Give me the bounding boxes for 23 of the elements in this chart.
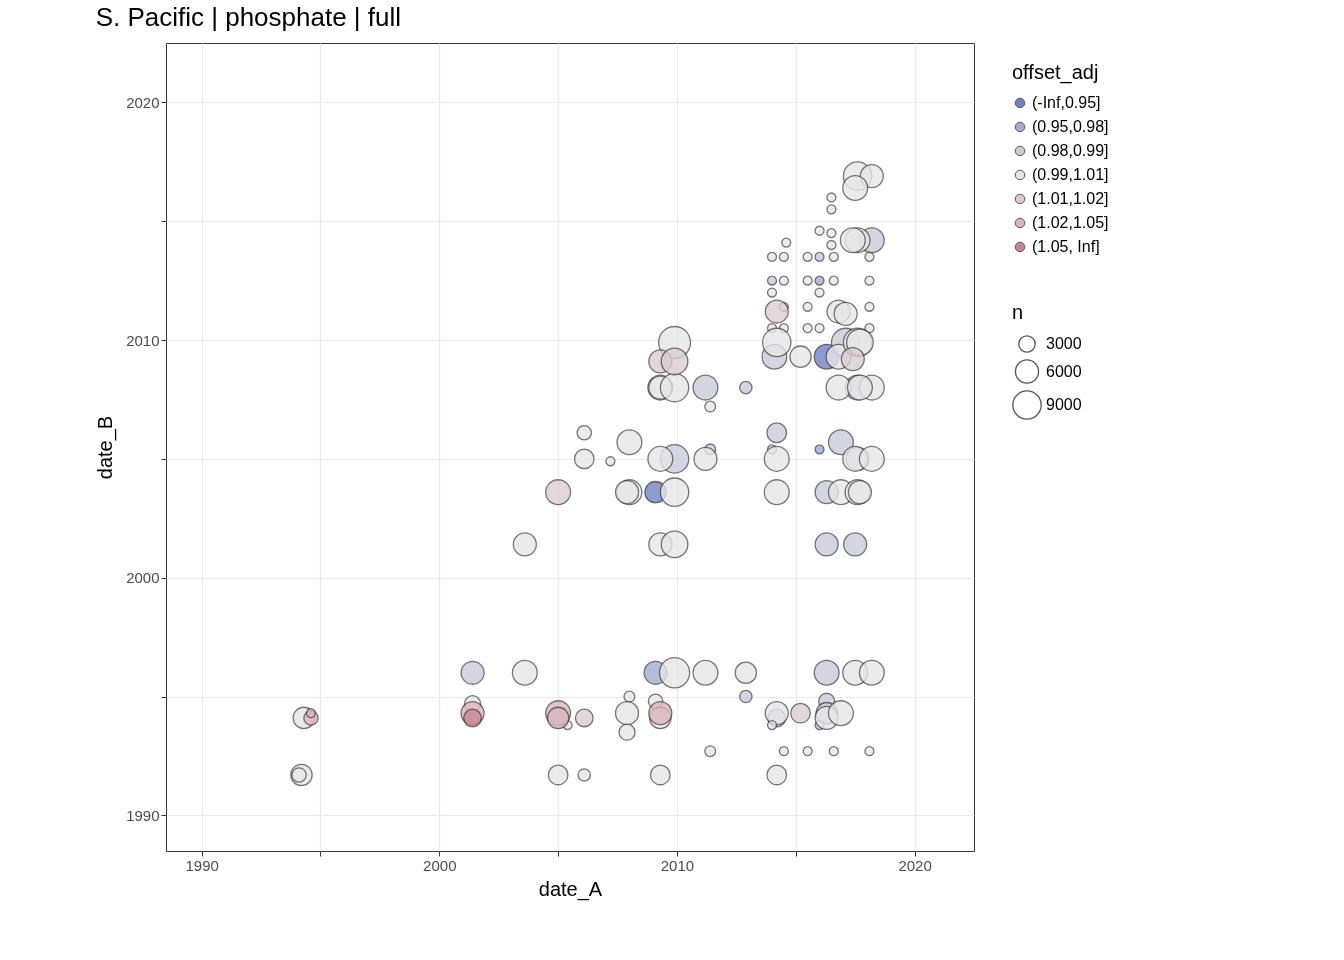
legend-label: 6000 — [1046, 362, 1082, 380]
legend-label: (-Inf,0.95] — [1032, 94, 1101, 111]
y-tick-label: 1990 — [126, 806, 160, 824]
legend-label: (0.95,0.98] — [1032, 118, 1109, 135]
legend-label: 9000 — [1046, 396, 1082, 413]
y-tick-label: 2000 — [126, 569, 160, 587]
text: offset_adj — [1012, 61, 1099, 83]
y-tick-label: 2010 — [126, 331, 160, 349]
y-axis-title: date_B — [94, 415, 118, 480]
legend-label: 3000 — [1046, 335, 1082, 352]
chart-title: S. Pacific | phosphate | full — [95, 2, 402, 32]
x-tick-label: 2010 — [660, 856, 695, 874]
legend-label: (1.05, Inf] — [1032, 238, 1100, 255]
y-tick-label: 2020 — [126, 93, 160, 111]
text: n — [1012, 301, 1024, 323]
x-tick-label: 1990 — [185, 856, 219, 874]
x-tick-label: 2020 — [898, 856, 932, 874]
legend-label: (1.02,1.05] — [1032, 214, 1109, 231]
x-tick-label: 2000 — [423, 856, 457, 874]
legend-label: (1.01,1.02] — [1032, 190, 1109, 207]
x-axis-title: date_A — [538, 877, 603, 901]
legend-label: (0.99,1.01] — [1032, 166, 1109, 183]
legend-label: (0.98,0.99] — [1032, 142, 1109, 159]
